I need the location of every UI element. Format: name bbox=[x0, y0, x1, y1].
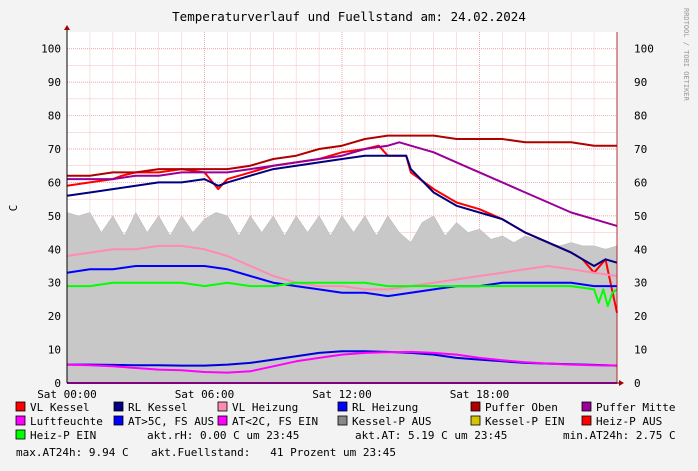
y-tick-label-right: 100 bbox=[634, 43, 654, 56]
legend-swatch bbox=[217, 415, 228, 426]
y-tick-label-left: 10 bbox=[48, 344, 61, 357]
legend-label: RL Heizung bbox=[352, 401, 418, 414]
y-tick-label-left: 80 bbox=[48, 110, 61, 123]
y-tick-label-right: 0 bbox=[634, 377, 641, 390]
legend-swatch bbox=[217, 401, 228, 412]
y-tick-label-left: 30 bbox=[48, 277, 61, 290]
y-tick-label-right: 10 bbox=[634, 344, 647, 357]
legend-swatch bbox=[470, 415, 481, 426]
y-tick-label-left: 90 bbox=[48, 76, 61, 89]
stat-text: akt.AT: 5.19 C um 23:45 bbox=[355, 429, 507, 442]
legend-label: AT>5C, FS AUS bbox=[128, 415, 214, 428]
series-vl-heizung-line bbox=[66, 244, 618, 291]
legend-swatch bbox=[581, 401, 592, 412]
legend-label: VL Kessel bbox=[30, 401, 90, 414]
legend-label: Luftfeuchte bbox=[30, 415, 103, 428]
legend-label: Heiz-P AUS bbox=[596, 415, 662, 428]
y-tick-label-right: 90 bbox=[634, 76, 647, 89]
series-puffer-oben-line bbox=[67, 134, 617, 177]
x-axis-arrow bbox=[619, 380, 624, 386]
y-tick-label-left: 20 bbox=[48, 310, 61, 323]
x-tick-label: Sat 12:00 bbox=[312, 388, 372, 401]
legend-label: Puffer Oben bbox=[485, 401, 558, 414]
y-tick-label-right: 60 bbox=[634, 176, 647, 189]
legend-label: Kessel-P AUS bbox=[352, 415, 431, 428]
series-heiz-p-ein-line bbox=[67, 281, 618, 308]
legend-label: Puffer Mitte bbox=[596, 401, 675, 414]
x-tick-label: Sat 06:00 bbox=[175, 388, 235, 401]
watermark: RRDTOOL / TOBI OETIKER bbox=[682, 8, 690, 102]
series-rl-kessel-line bbox=[66, 154, 618, 267]
legend-label: VL Heizung bbox=[232, 401, 298, 414]
y-tick-label-right: 70 bbox=[634, 143, 647, 156]
legend-swatch bbox=[15, 415, 26, 426]
legend-swatch bbox=[113, 415, 124, 426]
legend-swatch bbox=[15, 401, 26, 412]
y-tick-label-right: 20 bbox=[634, 310, 647, 323]
legend-swatch bbox=[113, 401, 124, 412]
series-layer bbox=[66, 134, 618, 384]
series-rl-heizung-line bbox=[66, 265, 617, 298]
stats: akt.rH: 0.00 C um 23:45 akt.AT: 5.19 C um… bbox=[16, 429, 676, 459]
stat-text: akt.rH: 0.00 C um 23:45 bbox=[147, 429, 299, 442]
y-tick-label-left: 0 bbox=[54, 377, 61, 390]
legend-swatch bbox=[337, 401, 348, 412]
y-axis-label: C bbox=[7, 205, 20, 212]
y-tick-label-right: 40 bbox=[634, 243, 647, 256]
y-tick-label-left: 70 bbox=[48, 143, 61, 156]
x-tick-label: Sat 00:00 bbox=[37, 388, 97, 401]
legend-label: Heiz-P EIN bbox=[30, 429, 96, 442]
legend-swatch bbox=[581, 415, 592, 426]
x-tick-label: Sat 18:00 bbox=[450, 388, 510, 401]
y-tick-label-right: 30 bbox=[634, 277, 647, 290]
y-tick-label-right: 50 bbox=[634, 210, 647, 223]
legend-label: Kessel-P EIN bbox=[485, 415, 564, 428]
legend-swatch bbox=[470, 401, 481, 412]
y-tick-label-left: 40 bbox=[48, 243, 61, 256]
plot-area: 0 0 10 10 20 20 30 30 40 40 50 50 60 60 70 70 80 80 90 90 10… bbox=[37, 25, 654, 401]
legend-swatch bbox=[337, 415, 348, 426]
legend-label: AT<2C, FS EIN bbox=[232, 415, 318, 428]
series-at-line bbox=[66, 350, 618, 374]
legend-label: RL Kessel bbox=[128, 401, 188, 414]
y-tick-label-left: 50 bbox=[48, 210, 61, 223]
y-axis-arrow bbox=[64, 25, 70, 30]
stat-text: max.AT24h: 9.94 C bbox=[16, 446, 129, 459]
y-tick-label-left: 60 bbox=[48, 176, 61, 189]
y-tick-label-right: 80 bbox=[634, 110, 647, 123]
legend: VL Kessel RL Kessel VL Heizung RL Heizung Pu… bbox=[15, 401, 675, 442]
stat-text: akt.Fuellstand: 41 Prozent um 23:45 bbox=[151, 446, 396, 459]
series-puffer-mitte-line bbox=[67, 141, 618, 227]
chart-title: Temperaturverlauf und Fuellstand am: 24.… bbox=[172, 9, 526, 24]
legend-swatch bbox=[15, 429, 26, 440]
stat-text: min.AT24h: 2.75 C bbox=[563, 429, 676, 442]
axes: 0 0 10 10 20 20 30 30 40 40 50 50 60 60 70 70 80 80 90 90 10… bbox=[37, 25, 654, 401]
y-tick-label-left: 100 bbox=[41, 43, 61, 56]
